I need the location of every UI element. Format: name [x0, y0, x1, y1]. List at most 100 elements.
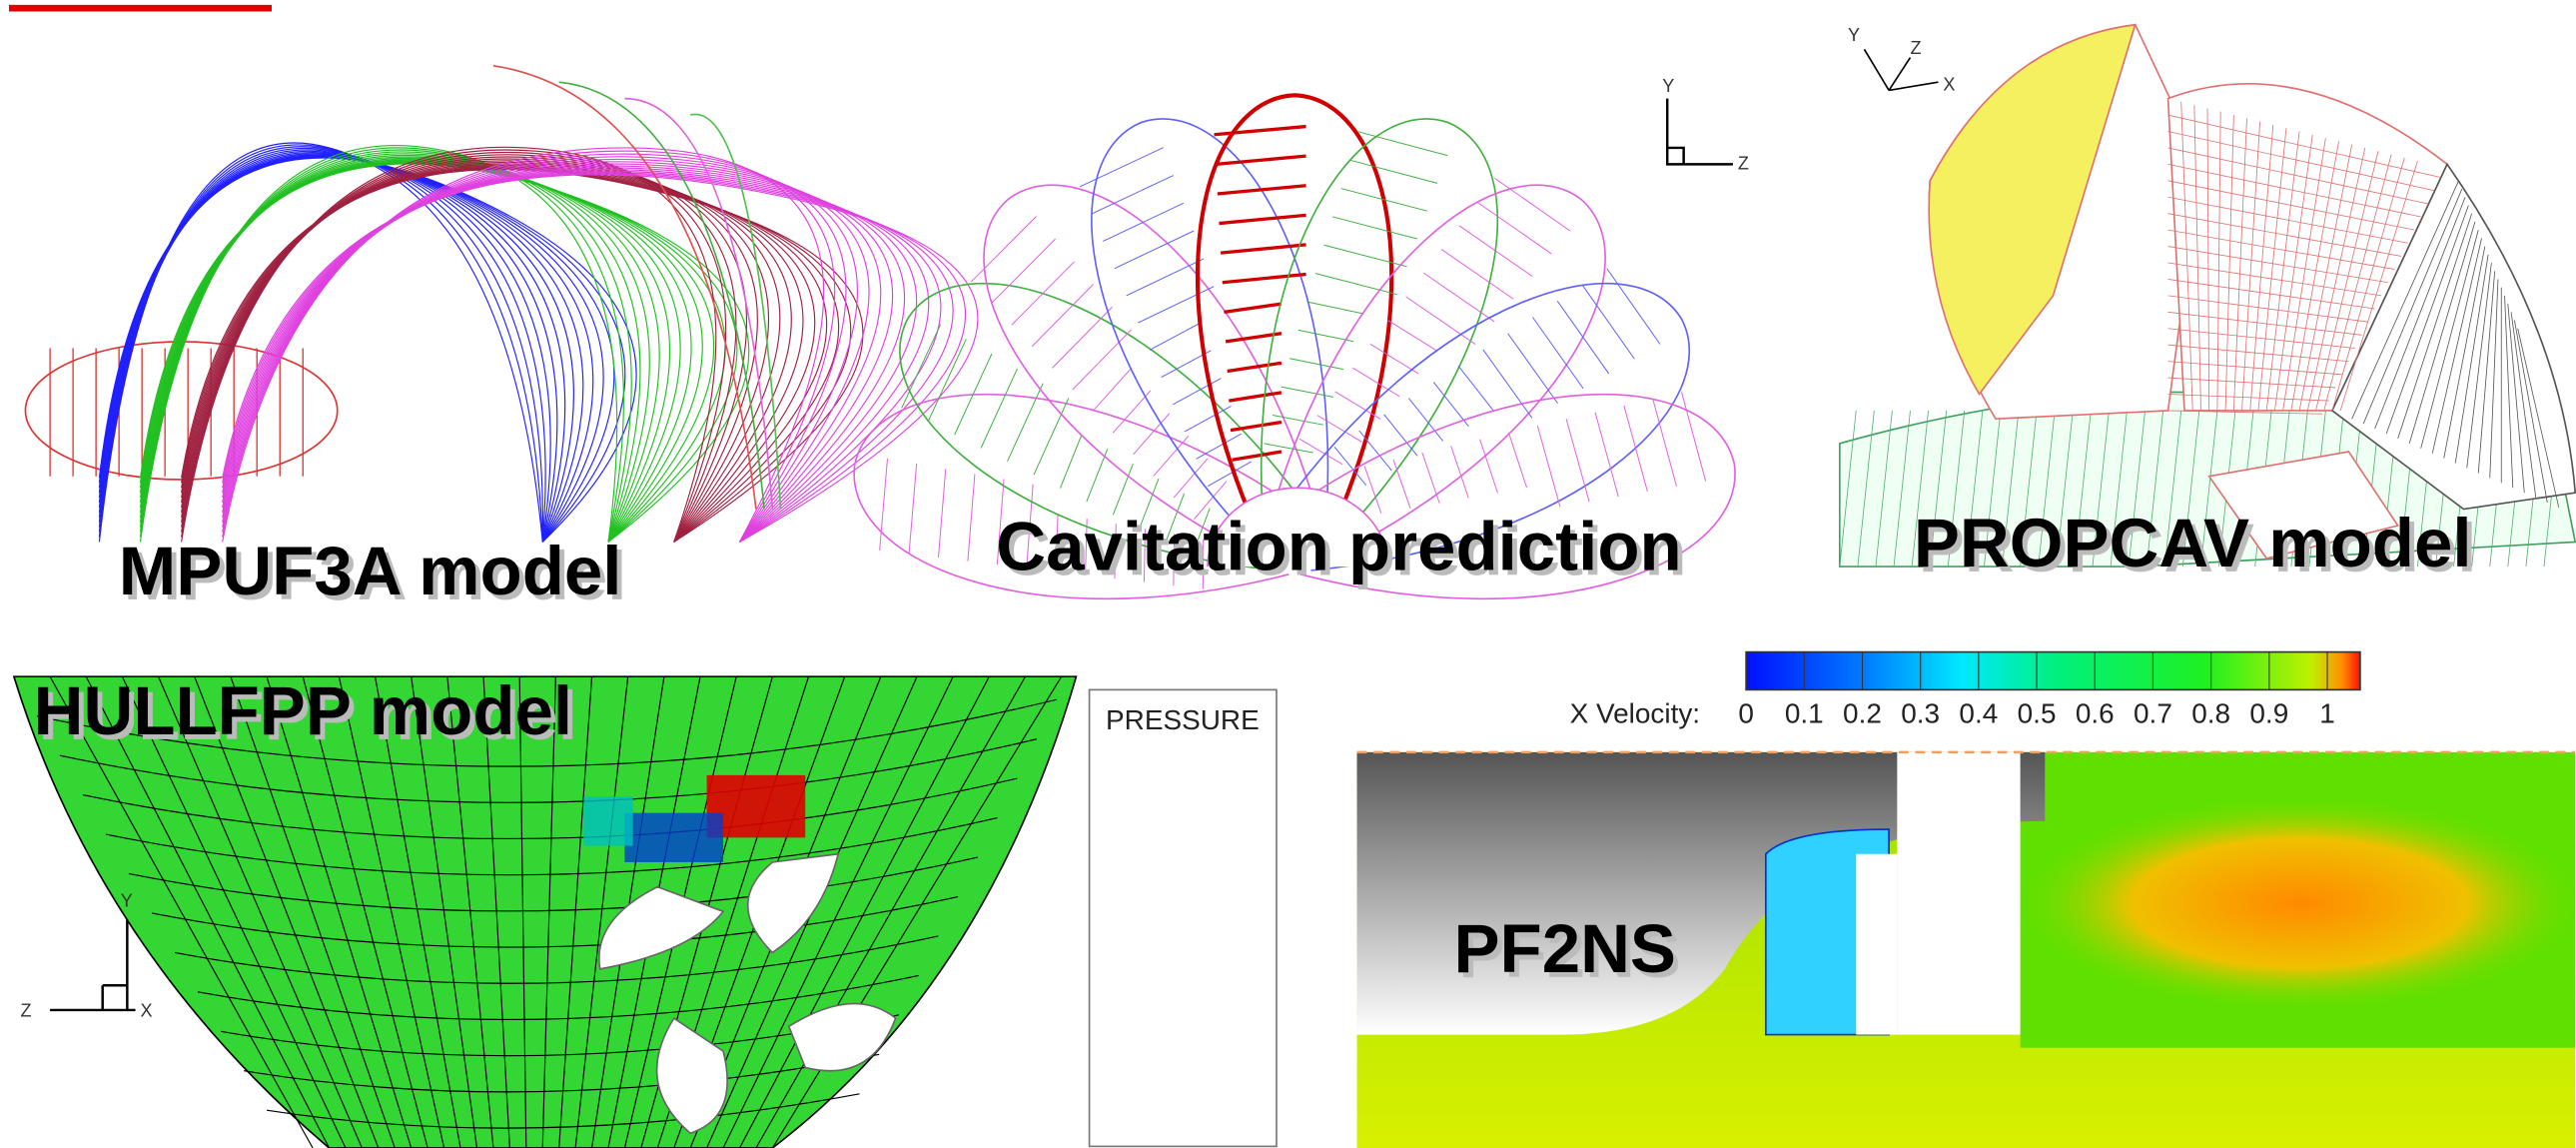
petal-tick	[1147, 323, 1204, 350]
colorbar	[1746, 652, 2360, 690]
slide: YZ YZX YZX0.050.040.030.020.010-0.01-0.0…	[0, 0, 2576, 1148]
petal-tick	[1653, 398, 1677, 488]
petal-tick	[1595, 411, 1618, 498]
panel-label: MPUF3A model	[119, 533, 622, 609]
petal-tick	[1393, 458, 1410, 510]
petal-tick	[1047, 307, 1118, 368]
petal-tick	[1149, 436, 1195, 476]
triad	[50, 920, 135, 1010]
petal-tick	[1027, 399, 1076, 476]
petal-tick	[1508, 431, 1526, 489]
petal-tick	[1341, 181, 1427, 219]
petal-tick	[930, 469, 954, 558]
petal-tick	[1112, 231, 1197, 269]
page: YZ YZX YZX0.050.040.030.020.010-0.01-0.0…	[0, 0, 2576, 1148]
petal-tick	[1298, 323, 1353, 350]
petal-tick	[1221, 245, 1305, 253]
petal-tick	[974, 369, 1025, 449]
petal-tick	[1224, 304, 1282, 312]
petal-tick	[1215, 127, 1306, 135]
petal-tick	[1384, 411, 1417, 461]
colorbar-label: 0.7	[2134, 697, 2172, 728]
petal-tick	[1423, 267, 1494, 328]
legend-title: PRESSURE	[1106, 704, 1260, 735]
colorbar-label: 0.4	[1959, 697, 1998, 728]
axis-letter: Y	[1662, 76, 1674, 96]
propcav-mesh: YZX	[1840, 25, 2575, 567]
petal-tick	[1317, 409, 1361, 448]
colorbar-label: 0.6	[2076, 697, 2115, 728]
colorbar-label: 0.9	[2249, 697, 2288, 728]
petal-tick	[1194, 434, 1245, 459]
petal-tick	[1080, 449, 1115, 502]
petal-tick	[1216, 156, 1305, 164]
petal-tick	[1607, 265, 1660, 349]
petal-tick	[1077, 148, 1166, 187]
petal-tick	[1494, 172, 1570, 237]
colorbar-label: 0	[1738, 697, 1754, 728]
petal-tick	[1233, 452, 1282, 460]
panel-label: PROPCAV model	[1914, 505, 2472, 581]
petal-tick	[1027, 284, 1099, 346]
petal-tick	[1459, 220, 1532, 283]
petal-tick	[1441, 243, 1513, 305]
blade-line	[223, 175, 978, 543]
petal-tick	[1349, 152, 1437, 191]
triad	[1864, 49, 1938, 90]
petal-tick	[1682, 391, 1706, 483]
petal-tick	[1088, 368, 1137, 411]
blade-line	[141, 152, 640, 542]
petal-tick	[966, 216, 1042, 281]
triad	[1667, 99, 1733, 165]
petal-outline	[838, 369, 1311, 637]
petal-tick	[1219, 215, 1305, 223]
colorbar-label: 0.1	[1785, 697, 1824, 728]
petal-tick	[1324, 238, 1407, 275]
petal-tick	[1218, 186, 1306, 194]
petal-tick	[1135, 287, 1217, 323]
colorbar-label: 0.8	[2191, 697, 2230, 728]
blade-line	[141, 150, 632, 542]
petal-tick	[1422, 452, 1439, 505]
petal-tick	[1624, 404, 1648, 493]
petal-tick	[1108, 391, 1156, 433]
axis-letter: Z	[1910, 38, 1921, 58]
axis-letter: X	[1943, 74, 1955, 94]
strut-gap	[1856, 854, 1897, 1035]
petal-tick	[986, 239, 1061, 303]
petal-tick	[960, 474, 983, 561]
colorbar-label: 0.2	[1843, 697, 1882, 728]
petal-tick	[1007, 262, 1080, 325]
axis-letter: X	[141, 1000, 153, 1020]
colorbar-label: 1	[2319, 697, 2335, 728]
blade-line	[223, 148, 824, 543]
petal-tick	[1228, 363, 1282, 371]
petal-tick	[1089, 176, 1177, 215]
legend-box	[1090, 689, 1277, 1146]
panel-label: PF2NS	[1454, 910, 1676, 987]
pressure-spot	[624, 813, 723, 862]
petal-tick	[901, 464, 925, 554]
blade-line	[141, 154, 650, 543]
petal-tick	[1537, 425, 1560, 509]
axis-letter: Z	[21, 1000, 32, 1020]
petal-tick	[1477, 196, 1552, 260]
petal-tick	[1124, 259, 1207, 296]
panel-label: HULLFPP model	[34, 672, 572, 749]
petal-tick	[1169, 459, 1213, 498]
wake-core	[2021, 796, 2576, 1010]
petal-tick	[1289, 351, 1343, 377]
petal-tick	[1370, 338, 1418, 380]
petal-tick	[1388, 314, 1437, 357]
panel-label: Cavitation prediction	[996, 508, 1681, 584]
colorbar-label: 0.3	[1901, 697, 1940, 728]
petal-tick	[1508, 330, 1558, 408]
colorbar-label: 0.5	[2018, 697, 2057, 728]
petal-tick	[1332, 209, 1417, 247]
petal-tick	[1306, 294, 1363, 321]
petal-tick	[1182, 406, 1234, 432]
petal-tick	[872, 459, 896, 551]
petal-tick	[1406, 291, 1476, 351]
hub	[25, 342, 337, 480]
petal-tick	[1053, 435, 1089, 489]
